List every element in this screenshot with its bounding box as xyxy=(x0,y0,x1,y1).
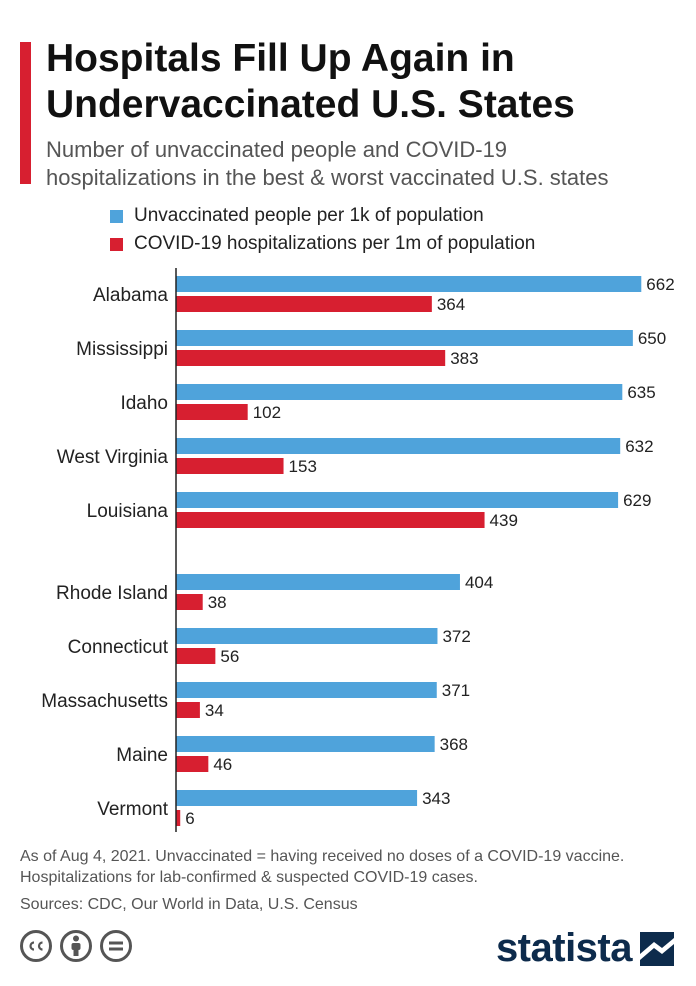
bar-hospitalizations xyxy=(176,648,216,664)
legend-label-hospitalizations: COVID-19 hospitalizations per 1m of popu… xyxy=(134,233,536,254)
data-label: 439 xyxy=(490,511,518,530)
bar-hospitalizations xyxy=(176,702,200,718)
data-label: 662 xyxy=(646,275,674,294)
title-line-1: Hospitals Fill Up Again in xyxy=(46,37,515,80)
data-label: 38 xyxy=(208,593,227,612)
bar-unvaccinated xyxy=(176,790,418,806)
data-label: 34 xyxy=(205,701,224,720)
bar-hospitalizations xyxy=(176,458,284,474)
statista-logo[interactable]: statista xyxy=(496,926,674,971)
data-label: 632 xyxy=(625,437,653,456)
legend-item-unvaccinated: Unvaccinated people per 1k of population xyxy=(110,202,535,230)
subtitle-line-2: hospitalizations in the best & worst vac… xyxy=(46,165,609,190)
data-label: 364 xyxy=(437,295,465,314)
data-label: 629 xyxy=(623,491,651,510)
data-label: 56 xyxy=(220,647,239,666)
license-icons xyxy=(20,930,132,962)
brand-name: statista xyxy=(495,926,633,970)
bar-unvaccinated xyxy=(176,682,437,698)
data-label: 650 xyxy=(638,329,666,348)
bar-unvaccinated xyxy=(176,384,623,400)
legend-label-unvaccinated: Unvaccinated people per 1k of population xyxy=(134,205,484,226)
category-label: Maine xyxy=(116,745,168,766)
sources-text: Sources: CDC, Our World in Data, U.S. Ce… xyxy=(20,896,358,913)
category-label: Mississippi xyxy=(76,339,168,360)
bar-unvaccinated xyxy=(176,330,633,346)
legend-swatch-unvaccinated xyxy=(110,209,123,223)
bar-chart: Alabama 662 364 Mississippi 650 383 Idaho 635 10… xyxy=(41,268,675,832)
legend-item-hospitalizations: COVID-19 hospitalizations per 1m of popu… xyxy=(110,230,535,258)
statista-mark-icon xyxy=(640,931,674,966)
chart-legend: Unvaccinated people per 1k of population… xyxy=(110,202,535,258)
data-label: 404 xyxy=(465,573,493,592)
data-label: 371 xyxy=(442,681,470,700)
bar-unvaccinated xyxy=(176,736,435,752)
data-label: 383 xyxy=(450,349,478,368)
data-label: 153 xyxy=(289,457,317,476)
category-label: Vermont xyxy=(97,799,168,820)
note-line-2: Hospitalizations for lab-confirmed & sus… xyxy=(20,869,478,886)
category-label: West Virginia xyxy=(57,447,169,468)
note-line-1: As of Aug 4, 2021. Unvaccinated = having… xyxy=(20,848,625,865)
chart-title: Hospitals Fill Up Again in Undervaccinat… xyxy=(46,36,686,128)
category-label: Idaho xyxy=(120,393,168,414)
bar-hospitalizations xyxy=(176,810,181,826)
bar-hospitalizations xyxy=(176,756,209,772)
chart-subtitle: Number of unvaccinated people and COVID-… xyxy=(46,136,686,192)
data-label: 372 xyxy=(442,627,470,646)
data-label: 46 xyxy=(213,755,232,774)
bar-unvaccinated xyxy=(176,492,619,508)
no-derivatives-icon[interactable] xyxy=(100,930,132,962)
bar-hospitalizations xyxy=(176,512,485,528)
category-label: Alabama xyxy=(93,285,168,306)
category-label: Rhode Island xyxy=(56,583,168,604)
data-label: 102 xyxy=(253,403,281,422)
legend-swatch-hospitalizations xyxy=(110,237,123,251)
category-label: Connecticut xyxy=(68,637,169,658)
bar-unvaccinated xyxy=(176,276,642,292)
bar-unvaccinated xyxy=(176,438,621,454)
bar-unvaccinated xyxy=(176,628,438,644)
bar-unvaccinated xyxy=(176,574,460,590)
attribution-icon[interactable] xyxy=(60,930,92,962)
bar-hospitalizations xyxy=(176,296,432,312)
chart-footnote: As of Aug 4, 2021. Unvaccinated = having… xyxy=(20,846,690,915)
data-label: 6 xyxy=(185,809,194,828)
data-label: 343 xyxy=(422,789,450,808)
subtitle-line-1: Number of unvaccinated people and COVID-… xyxy=(46,137,508,162)
data-label: 368 xyxy=(440,735,468,754)
title-line-2: Undervaccinated U.S. States xyxy=(46,83,575,126)
data-label: 635 xyxy=(627,383,655,402)
creative-commons-icon[interactable] xyxy=(20,930,52,962)
bar-hospitalizations xyxy=(176,404,248,420)
title-accent-bar xyxy=(20,42,31,184)
bar-hospitalizations xyxy=(176,594,203,610)
bar-hospitalizations xyxy=(176,350,446,366)
category-label: Massachusetts xyxy=(41,691,168,712)
category-label: Louisiana xyxy=(87,501,169,522)
